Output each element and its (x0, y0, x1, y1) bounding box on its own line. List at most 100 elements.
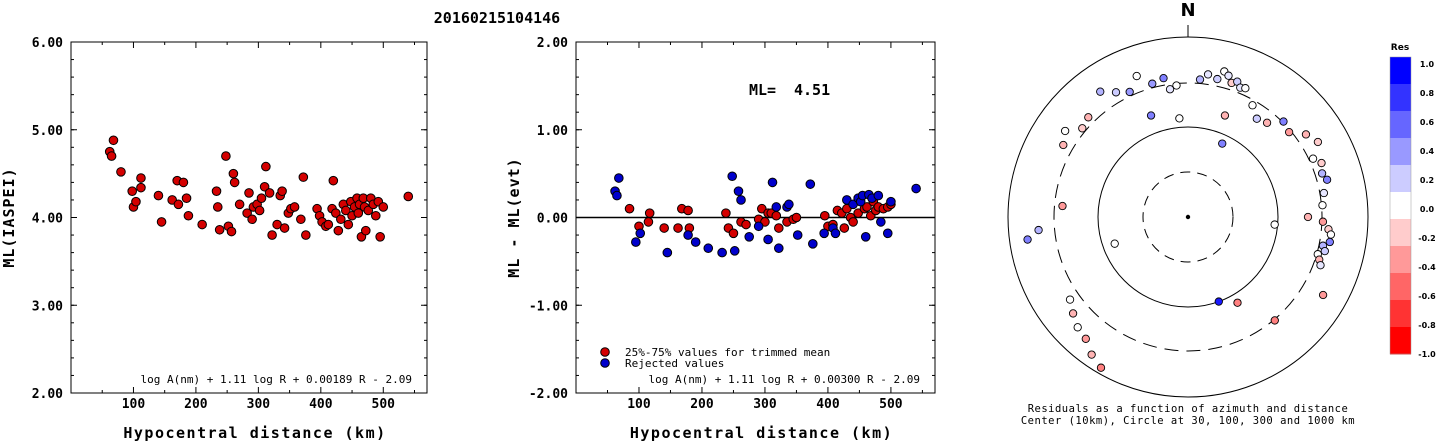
formula-text: log A(nm) + 1.11 log R + 0.00189 R - 2.0… (140, 373, 412, 386)
station-marker (1175, 114, 1184, 123)
station-marker (1218, 139, 1227, 148)
colorbar-segment (1390, 246, 1411, 274)
x-tick-label: 100 (122, 397, 146, 412)
station-marker (1284, 128, 1294, 137)
data-point (791, 212, 802, 223)
y-tick-label: 0.00 (537, 212, 568, 227)
data-point (106, 151, 117, 161)
colorbar-tick-label: -0.2 (1418, 234, 1436, 243)
x-tick-label: 300 (753, 397, 777, 412)
station-marker (1060, 126, 1070, 136)
data-point (229, 177, 240, 188)
data-point (771, 210, 782, 221)
station-marker (1213, 74, 1222, 84)
ring-300km (1053, 82, 1323, 352)
colorbar-tick-label: -1.0 (1418, 350, 1436, 359)
ml-iaspei-panel: 100 200 300 400 500 2.00 3.00 4.00 5.00 6.00 Hypoc… (0, 36, 428, 441)
data-point (234, 199, 245, 210)
data-point (690, 237, 701, 247)
station-marker (1326, 230, 1336, 239)
data-point (331, 208, 341, 218)
caption-line-2: Center (10km), Circle at 30, 100, 300 an… (1021, 415, 1355, 427)
station-marker (1165, 85, 1175, 94)
station-marker (1248, 101, 1257, 110)
legend-label: Rejected values (625, 357, 724, 370)
station-marker (1322, 175, 1332, 184)
y-tick-label: 3.00 (32, 299, 63, 314)
data-point (662, 247, 673, 258)
station-marker (1195, 75, 1205, 84)
ml-label: ML= (749, 81, 776, 99)
colorbar-tick-label: 0.6 (1420, 118, 1435, 127)
data-point (808, 239, 818, 249)
data-point (267, 230, 277, 240)
data-point (721, 208, 731, 218)
colorbar-segment (1390, 57, 1411, 85)
station-marker (1317, 158, 1326, 168)
y-tick-label: 6.00 (32, 36, 63, 51)
colorbar-tick-label: 0.0 (1420, 205, 1435, 214)
data-point (673, 223, 683, 233)
data-point (727, 171, 737, 182)
station-marker (1279, 117, 1288, 126)
ml-value: 4.51 (794, 81, 830, 99)
colorbar-segment (1390, 327, 1411, 355)
data-point (612, 190, 622, 201)
station-marker (1220, 111, 1230, 120)
data-point (860, 232, 871, 242)
data-point (683, 205, 693, 216)
station-marker (1111, 88, 1121, 97)
data-point (323, 219, 334, 230)
y-tick-label: 4.00 (32, 212, 63, 227)
x-axis-label: Hypocentral distance (km) (630, 424, 893, 441)
data-point (363, 205, 374, 216)
colorbar-tick-label: 0.4 (1420, 147, 1435, 156)
data-point (183, 210, 194, 221)
station-marker (1084, 113, 1093, 122)
colorbar-tick-label: -0.8 (1418, 321, 1436, 330)
data-point (136, 173, 146, 183)
station-marker (1241, 84, 1250, 93)
data-point (911, 183, 921, 194)
data-point (259, 181, 270, 192)
figure-title: 20160215104146 (434, 9, 560, 27)
station-marker (1148, 79, 1157, 88)
y-axis-label: ML(IASPEI) (0, 167, 18, 267)
station-marker (1317, 169, 1327, 178)
colorbar-segment (1390, 219, 1411, 247)
data-point (378, 202, 389, 212)
data-point (242, 208, 252, 218)
station-marker (1065, 295, 1075, 304)
station-marker (1318, 201, 1327, 210)
data-point (261, 161, 271, 172)
data-point (254, 205, 265, 216)
data-point (296, 214, 306, 225)
station-marker (1319, 188, 1329, 198)
station-marker (1132, 71, 1141, 81)
data-point (214, 224, 225, 235)
station-marker (1313, 137, 1323, 147)
y-tick-label: 1.00 (537, 124, 568, 139)
x-tick-label: 400 (816, 397, 840, 412)
data-point (659, 223, 669, 233)
data-point (774, 243, 784, 254)
station-marker (1303, 212, 1313, 222)
data-point (298, 172, 309, 182)
x-tick-label: 500 (879, 397, 903, 412)
data-point (343, 219, 354, 230)
data-point (767, 177, 778, 188)
data-point (736, 195, 746, 205)
data-point (264, 188, 275, 198)
formula-text: log A(nm) + 1.11 log R + 0.00300 R - 2.0… (648, 373, 920, 386)
azimuth-residual-panel: N Residuals as a function of azimuth and … (1007, 0, 1436, 427)
data-point (289, 202, 300, 212)
station-marker (1320, 246, 1329, 256)
x-axis-label: Hypocentral distance (km) (123, 424, 386, 441)
data-point (328, 175, 339, 186)
station-marker (1318, 290, 1328, 300)
station-marker (1146, 111, 1156, 120)
data-point (862, 202, 872, 212)
station-marker (1325, 237, 1334, 247)
data-point (876, 217, 886, 227)
y-tick-label: -1.00 (529, 299, 568, 314)
